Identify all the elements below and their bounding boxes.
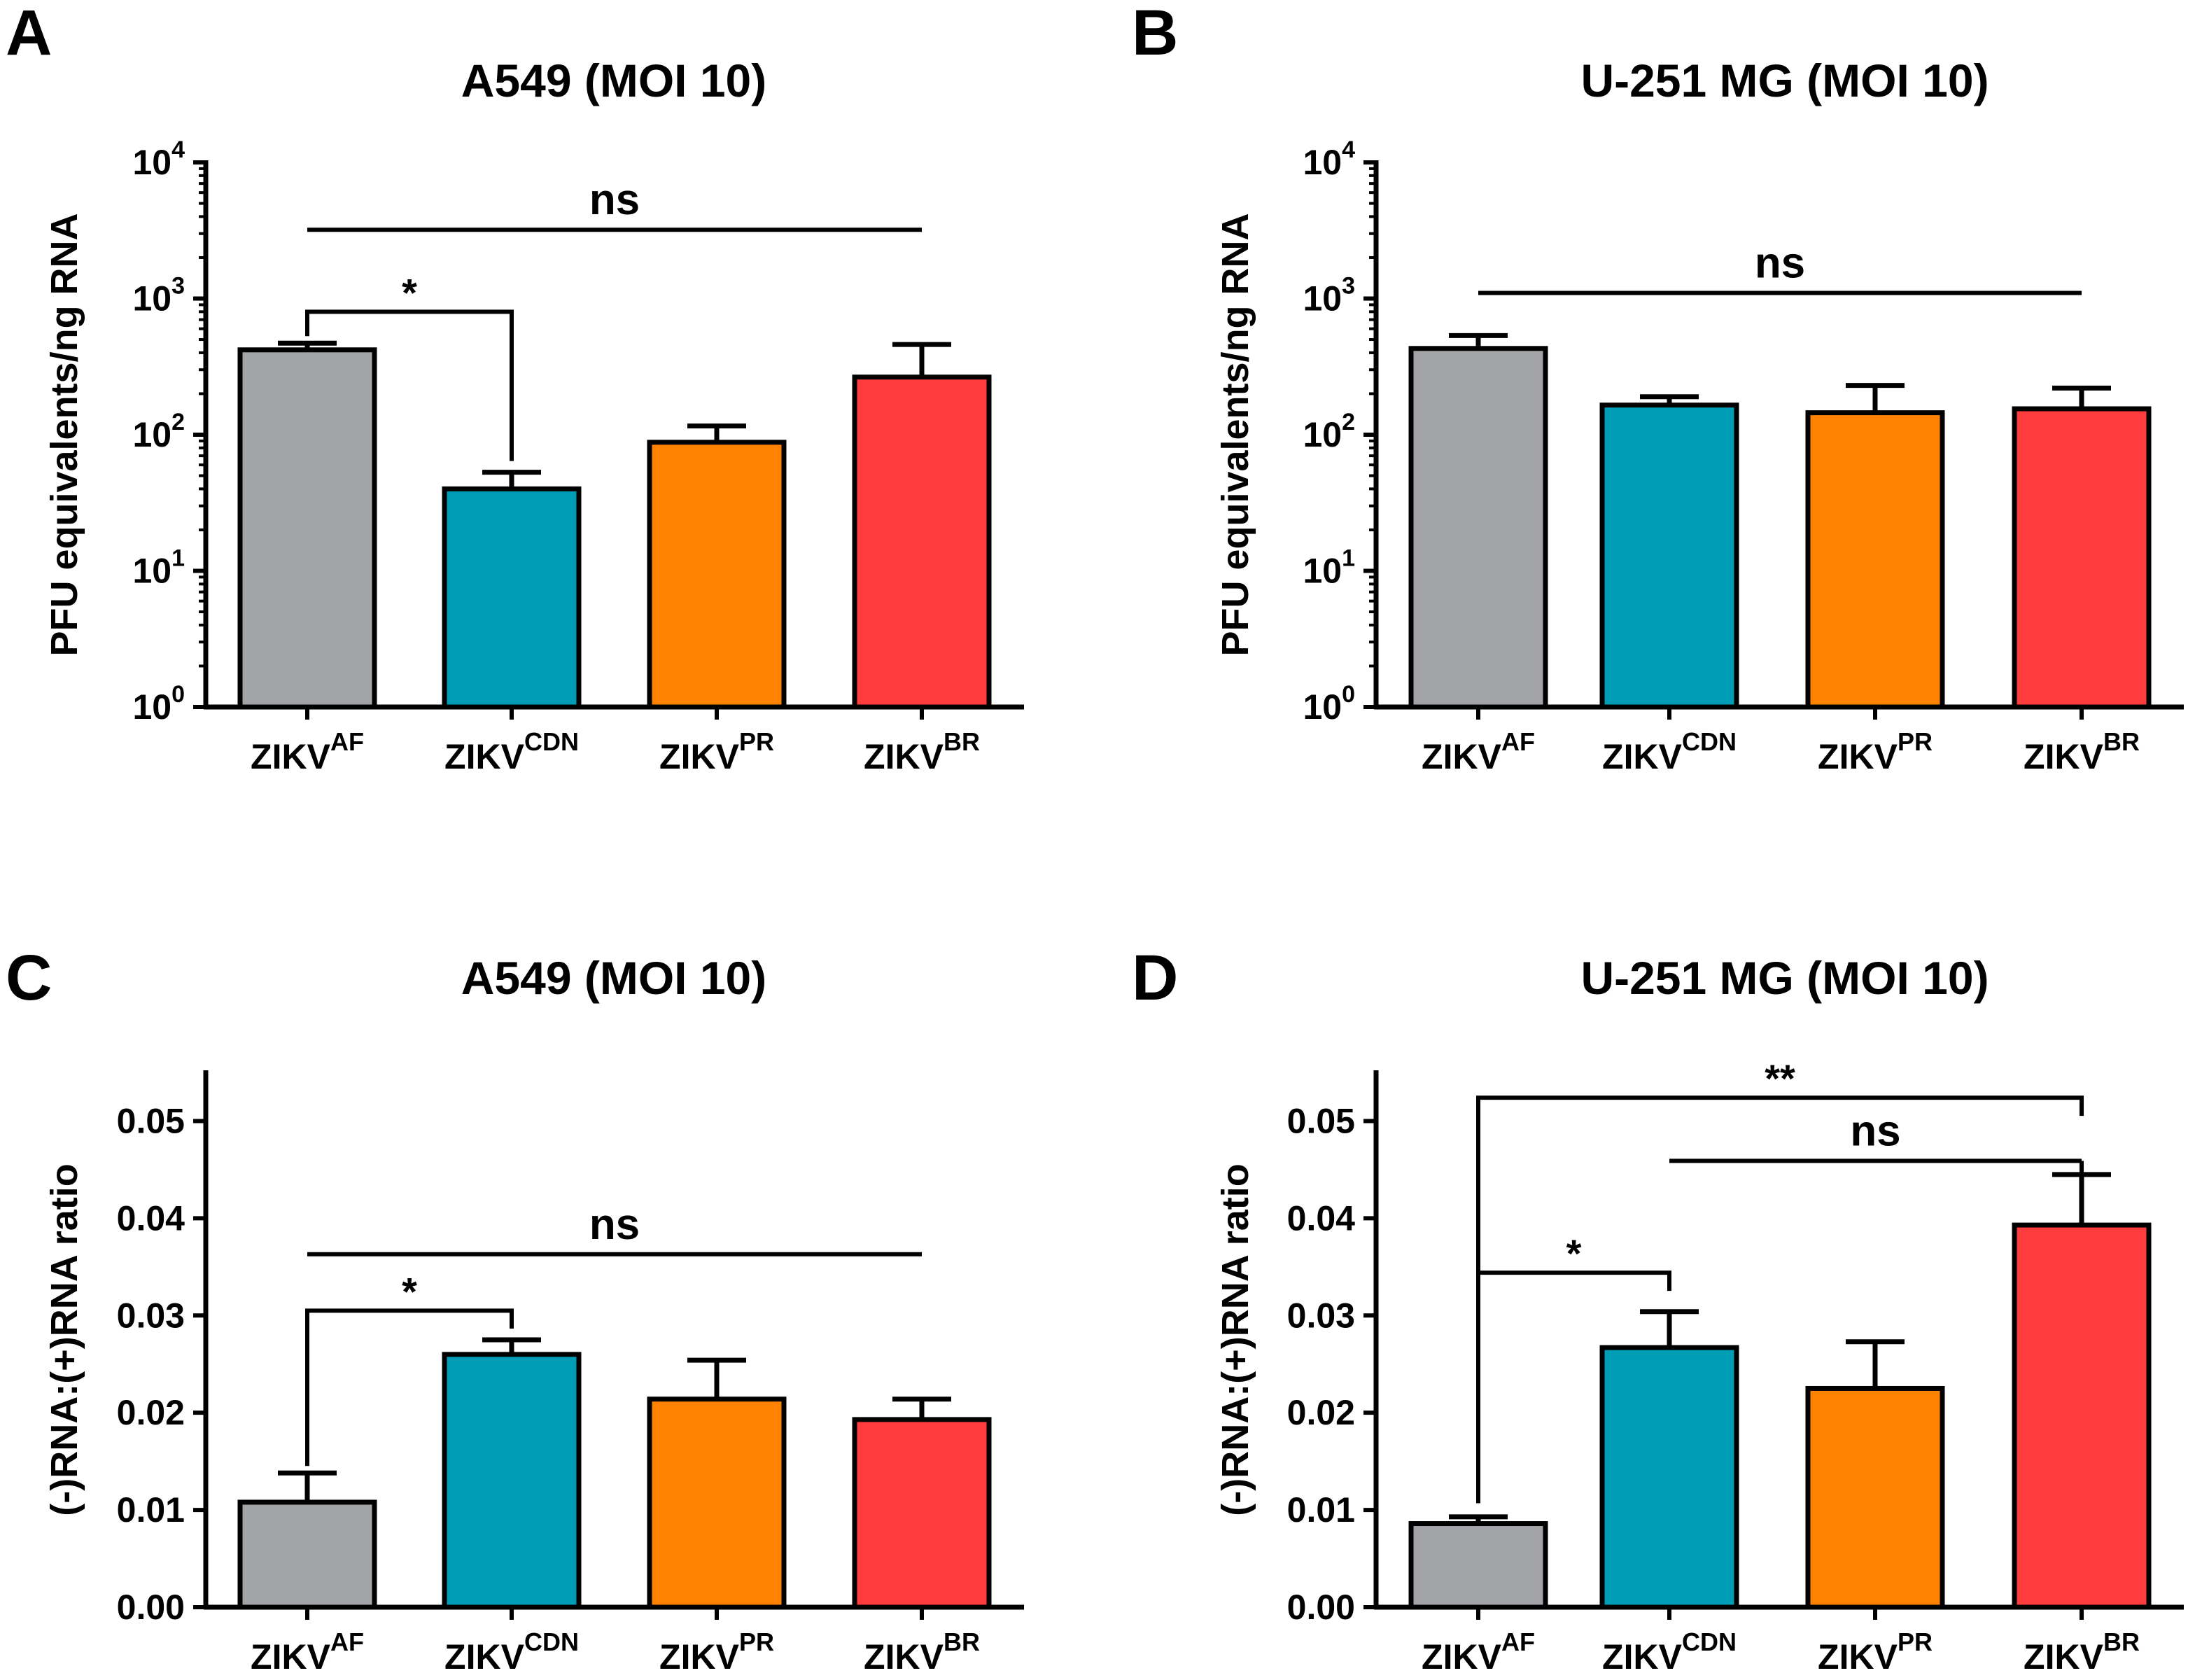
bar-zikv-af [1408, 346, 1548, 710]
y-tick-label: 103 [1303, 273, 1355, 318]
significance-label: * [1566, 1231, 1582, 1275]
significance-label: ns [1850, 1107, 1900, 1155]
bar-zikv-br [852, 1417, 992, 1610]
y-tick-label: 0.03 [117, 1296, 185, 1335]
x-tick-label: ZIKVPR [1818, 1628, 1933, 1676]
bar-zikv-af [237, 347, 377, 710]
y-tick-label: 0.00 [1287, 1588, 1355, 1627]
panel-letter: C [6, 942, 52, 1014]
significance-ns-1: ns [307, 176, 922, 232]
significance-star-0: * [305, 1269, 514, 1466]
panel-c: C A549 (MOI 10) (-)RNA:(+)RNA ratio 0.00 0.0… [6, 942, 1024, 1676]
panel-letter: A [6, 0, 52, 69]
x-tick-label: ZIKVPR [659, 1628, 774, 1676]
y-tick-label: 0.04 [117, 1198, 185, 1238]
x-tick-label: ZIKVCDN [1602, 1628, 1737, 1676]
significance-label: ns [1755, 239, 1805, 287]
bar-zikv-pr [647, 1396, 787, 1610]
panel-a: A A549 (MOI 10) PFU equivalents/ng RNA 100 1… [6, 0, 1024, 776]
y-tick-label: 104 [1303, 136, 1355, 182]
y-axis-label: PFU equivalents/ng RNA [1214, 213, 1256, 656]
y-tick-label: 102 [1303, 409, 1355, 454]
bar-zikv-br [2012, 406, 2152, 710]
bar-zikv-pr [647, 440, 787, 710]
y-tick-label: 0.01 [117, 1490, 185, 1530]
y-axis-label: PFU equivalents/ng RNA [43, 213, 85, 656]
significance-bracket [305, 1308, 514, 1466]
bar-zikv-pr [1805, 410, 1945, 710]
x-tick-label: ZIKVPR [659, 727, 774, 776]
significance-ns-1: ns [307, 1200, 922, 1256]
bar-zikv-br [2012, 1222, 2152, 1610]
significance-ns-1: ns [1669, 1107, 2084, 1177]
y-tick-label: 0.02 [117, 1393, 185, 1432]
chart-title: A549 (MOI 10) [461, 55, 766, 106]
y-tick-label: 0.05 [1287, 1101, 1355, 1140]
bar-zikv-cdn [1599, 402, 1739, 710]
bar-zikv-pr [1805, 1385, 1945, 1610]
y-axis-label: (-)RNA:(+)RNA ratio [1214, 1163, 1256, 1516]
x-tick-label: ZIKVBR [2024, 727, 2140, 776]
bar-zikv-cdn [442, 486, 582, 710]
chart-title: U-251 MG (MOI 10) [1580, 952, 1989, 1004]
significance-star-0: * [305, 270, 514, 461]
panel-letter: D [1132, 942, 1178, 1014]
panel-b: B U-251 MG (MOI 10) PFU equivalents/ng RNA… [1132, 0, 2184, 776]
panel-d: D U-251 MG (MOI 10) (-)RNA:(+)RNA ratio 0.0… [1132, 942, 2184, 1676]
significance-label: ns [589, 1200, 640, 1249]
y-tick-label: 102 [132, 409, 185, 454]
y-tick-label: 104 [132, 136, 185, 182]
bar-zikv-cdn [442, 1352, 582, 1610]
x-tick-label: ZIKVAF [1422, 1628, 1535, 1676]
y-tick-label: 0.03 [1287, 1296, 1355, 1335]
y-tick-label: 101 [132, 545, 185, 591]
x-tick-label: ZIKVBR [864, 727, 980, 776]
y-tick-label: 0.01 [1287, 1490, 1355, 1530]
x-tick-label: ZIKVBR [864, 1628, 980, 1676]
significance-label: * [402, 270, 417, 314]
significance-label: ns [589, 176, 640, 224]
x-tick-label: ZIKVCDN [444, 1628, 579, 1676]
chart-title: U-251 MG (MOI 10) [1580, 55, 1989, 106]
bar-zikv-af [237, 1499, 377, 1610]
y-axis-label: (-)RNA:(+)RNA ratio [43, 1163, 85, 1516]
chart-title: A549 (MOI 10) [461, 952, 766, 1004]
x-tick-label: ZIKVBR [2024, 1628, 2140, 1676]
x-tick-label: ZIKVCDN [444, 727, 579, 776]
bar-zikv-cdn [1599, 1345, 1739, 1610]
bar-zikv-br [852, 374, 992, 710]
panel-letter: B [1132, 0, 1178, 69]
significance-bracket [1476, 1096, 2084, 1504]
x-tick-label: ZIKVAF [251, 1628, 364, 1676]
significance-label: * [402, 1269, 417, 1313]
y-tick-label: 0.02 [1287, 1393, 1355, 1432]
y-tick-label: 100 [132, 681, 185, 727]
significance-bracket [305, 309, 514, 461]
y-tick-label: 0.04 [1287, 1198, 1356, 1238]
y-tick-label: 101 [1303, 545, 1355, 591]
significance-label: ** [1765, 1056, 1795, 1100]
y-tick-label: 100 [1303, 681, 1355, 727]
x-tick-label: ZIKVAF [251, 727, 364, 776]
significance-ns-0: ns [1478, 239, 2082, 295]
y-tick-label: 103 [132, 273, 185, 318]
y-tick-label: 0.05 [117, 1101, 185, 1140]
x-tick-label: ZIKVPR [1818, 727, 1933, 776]
x-tick-label: ZIKVCDN [1602, 727, 1737, 776]
y-tick-label: 0.00 [117, 1588, 185, 1627]
bar-zikv-af [1408, 1521, 1548, 1610]
x-tick-label: ZIKVAF [1422, 727, 1535, 776]
significance-star-2: ** [1476, 1056, 2084, 1504]
